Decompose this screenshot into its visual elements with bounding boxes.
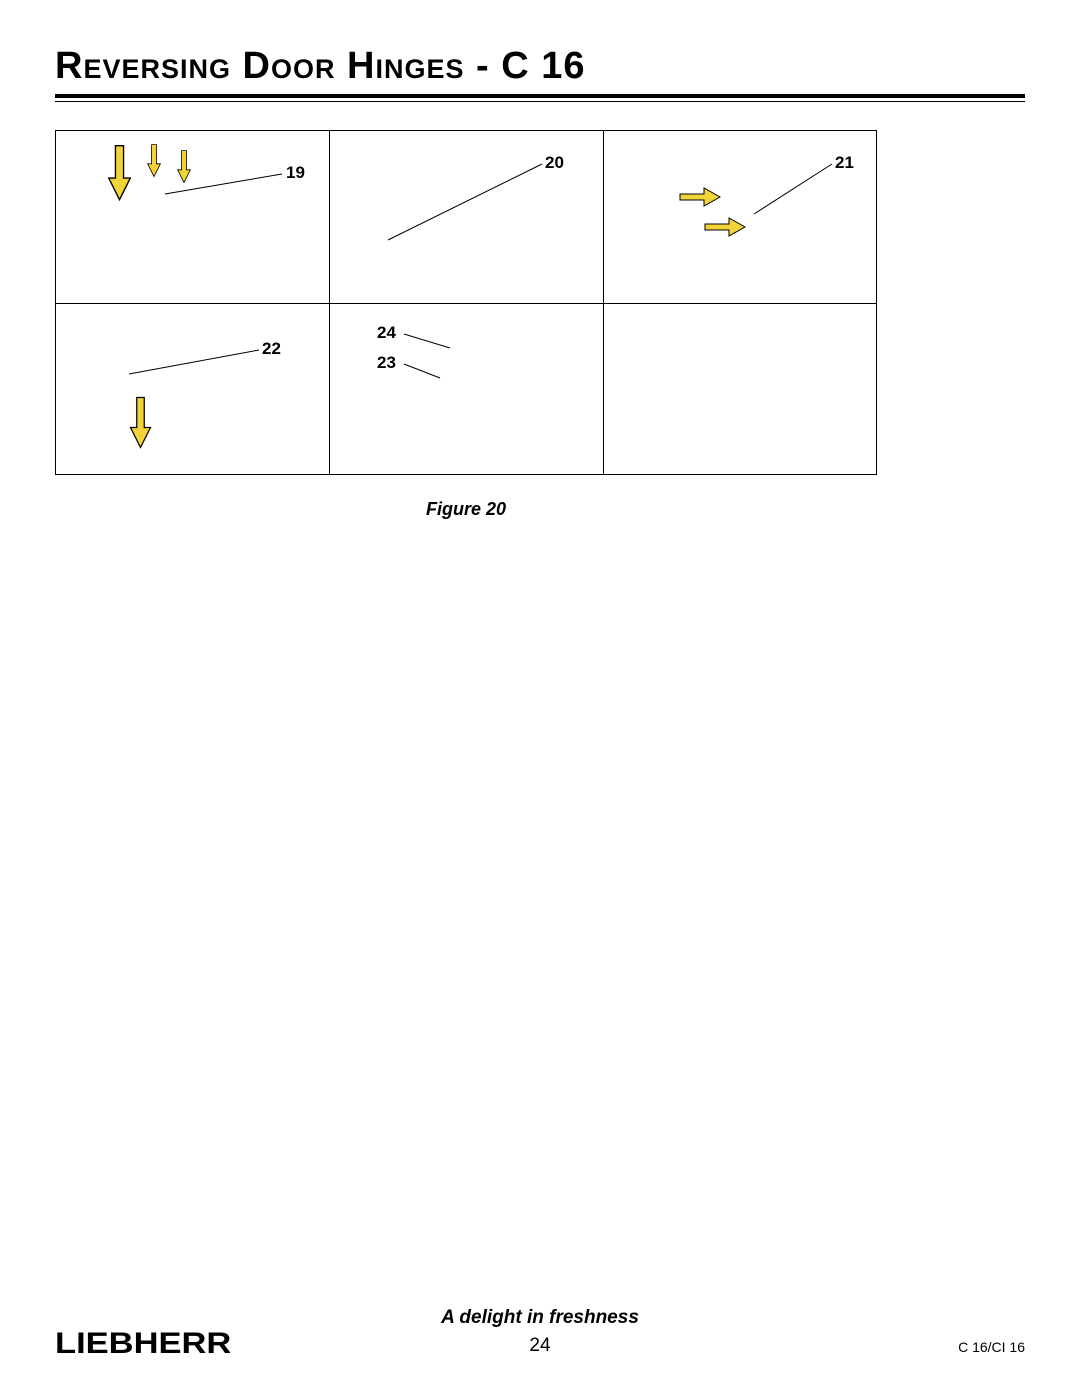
title-rule bbox=[55, 94, 1025, 102]
step-20-cell: 20 bbox=[329, 131, 603, 303]
step-number: 21 bbox=[835, 153, 854, 173]
step-19-cell: 19 bbox=[56, 131, 329, 303]
leader-line bbox=[403, 333, 451, 349]
leader-line bbox=[387, 163, 543, 241]
step-number: 24 bbox=[377, 323, 396, 343]
page-title: Reversing Door Hinges - C 16 bbox=[55, 45, 1025, 88]
step-number: 19 bbox=[286, 163, 305, 183]
leader-line bbox=[403, 363, 441, 379]
arrow-down-icon bbox=[146, 143, 162, 183]
leader-line bbox=[128, 349, 260, 375]
page-footer: A delight in freshness LIEBHERR 24 C 16/… bbox=[0, 1299, 1080, 1369]
step-number: 22 bbox=[262, 339, 281, 359]
diagram-grid: 19 20 21 22 bbox=[55, 130, 877, 475]
manual-page: Reversing Door Hinges - C 16 19 20 bbox=[0, 0, 1080, 1397]
step-number: 23 bbox=[377, 353, 396, 373]
arrow-right-icon bbox=[678, 186, 722, 213]
page-number: 24 bbox=[0, 1335, 1080, 1357]
arrow-down-icon bbox=[106, 143, 133, 207]
brand-tagline: A delight in freshness bbox=[0, 1307, 1080, 1329]
step-21-cell: 21 bbox=[603, 131, 878, 303]
document-id: C 16/CI 16 bbox=[958, 1339, 1025, 1355]
leader-line bbox=[753, 163, 833, 215]
leader-line bbox=[164, 173, 283, 195]
figure-20: 19 20 21 22 bbox=[55, 130, 1025, 520]
arrow-right-icon bbox=[703, 216, 747, 243]
step-number: 20 bbox=[545, 153, 564, 173]
arrow-down-icon bbox=[128, 395, 153, 455]
step-23-24-cell: 24 23 bbox=[329, 303, 603, 476]
step-22-cell: 22 bbox=[56, 303, 329, 476]
figure-caption: Figure 20 bbox=[55, 499, 877, 520]
